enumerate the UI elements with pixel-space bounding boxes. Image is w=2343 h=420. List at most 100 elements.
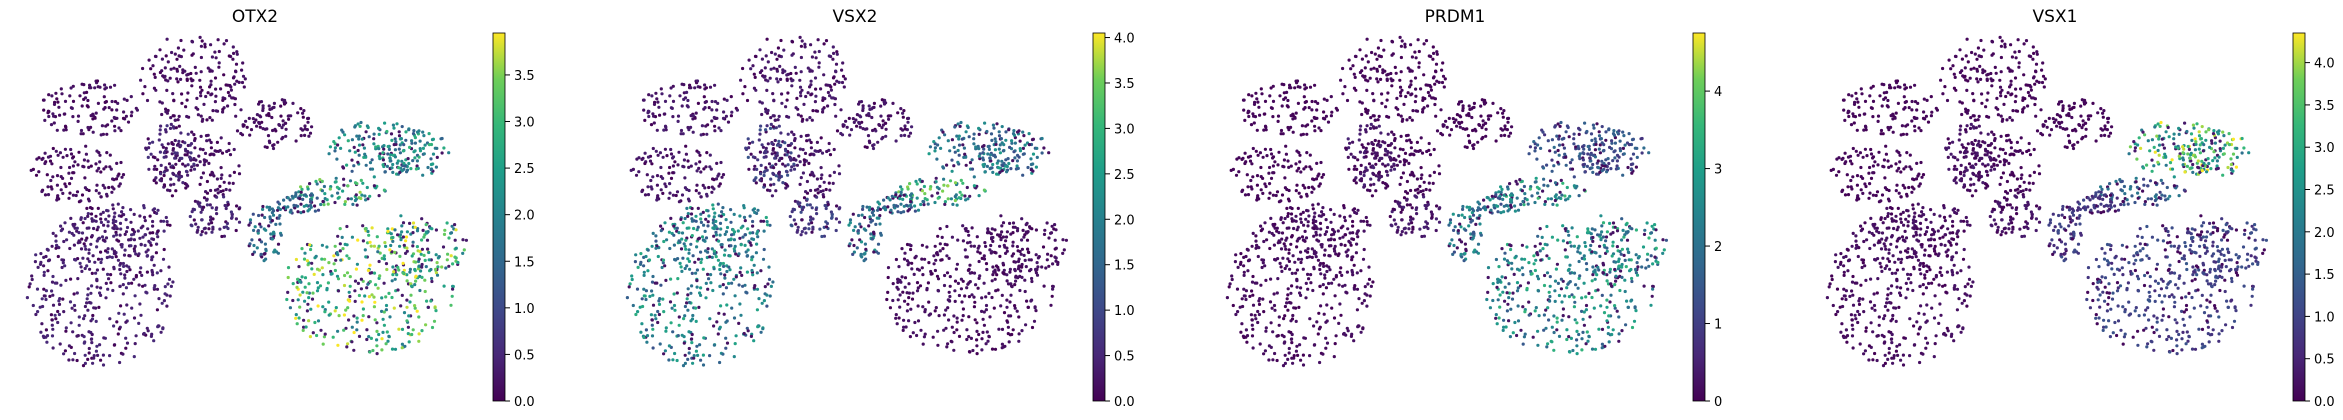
cell-point	[237, 80, 241, 84]
cell-point	[110, 119, 114, 123]
cell-point	[762, 183, 767, 187]
cell-point	[975, 338, 979, 342]
cell-point	[1311, 288, 1315, 293]
cell-point	[663, 182, 667, 186]
cell-point	[364, 155, 368, 159]
cell-point	[1022, 152, 1026, 156]
cell-point	[651, 303, 656, 307]
cell-point	[1291, 254, 1295, 258]
cell-point	[171, 92, 175, 96]
cell-point	[46, 193, 51, 197]
cell-point	[59, 224, 63, 228]
cell-point	[261, 108, 265, 113]
cell-point	[911, 291, 915, 295]
cell-point	[170, 152, 174, 156]
cell-point	[90, 317, 95, 321]
cell-point	[977, 126, 981, 130]
cell-point	[286, 205, 290, 209]
cell-point	[1279, 217, 1283, 221]
cell-point	[659, 87, 663, 91]
cell-point	[750, 268, 754, 273]
cell-point	[656, 153, 660, 157]
cell-point	[705, 151, 709, 155]
cell-point	[242, 85, 246, 89]
cell-point	[342, 313, 346, 317]
cell-point	[712, 234, 716, 238]
cell-point	[915, 267, 920, 271]
cell-point	[209, 43, 213, 47]
cell-point	[935, 251, 939, 255]
cell-point	[879, 114, 883, 118]
cell-point	[336, 234, 340, 238]
cell-point	[758, 132, 762, 136]
cell-point	[231, 45, 235, 49]
cell-point	[417, 257, 421, 261]
cell-point	[97, 191, 101, 195]
cell-point	[1294, 349, 1298, 353]
cell-point	[76, 163, 80, 167]
cell-point	[1325, 225, 1330, 230]
cell-point	[976, 250, 980, 254]
cell-point	[153, 164, 157, 168]
cell-point	[82, 97, 86, 101]
cell-point	[298, 305, 302, 309]
cell-point	[165, 304, 169, 308]
cell-point	[1603, 344, 1607, 348]
cell-point	[773, 118, 777, 122]
cell-point	[106, 247, 110, 251]
cell-point	[749, 243, 753, 247]
cell-point	[762, 219, 766, 223]
cell-point	[719, 304, 723, 308]
cell-point	[315, 333, 319, 338]
cell-point	[936, 289, 941, 293]
cell-point	[1349, 243, 1353, 247]
cell-point	[833, 82, 837, 86]
cell-point	[730, 110, 734, 114]
cell-point	[220, 151, 225, 155]
cell-point	[62, 352, 66, 356]
cell-point	[202, 205, 206, 209]
cell-point	[977, 244, 981, 248]
cell-point	[695, 245, 699, 249]
cell-point	[1325, 341, 1330, 345]
cell-point	[784, 169, 789, 173]
cell-point	[718, 221, 723, 225]
cell-point	[975, 321, 979, 325]
cell-point	[713, 83, 717, 87]
cell-point	[732, 212, 736, 216]
cell-point	[80, 104, 84, 108]
cell-point	[680, 82, 684, 86]
cell-point	[864, 247, 868, 251]
cell-point	[959, 178, 963, 182]
cell-point	[828, 188, 832, 192]
cell-point	[461, 251, 465, 255]
cell-point	[997, 268, 1001, 272]
cell-point	[968, 240, 972, 244]
cell-point	[717, 172, 721, 176]
cell-point	[355, 328, 359, 332]
cell-point	[149, 152, 153, 156]
cell-point	[342, 328, 346, 332]
cell-point	[1004, 138, 1008, 142]
cell-point	[762, 247, 766, 252]
cell-point	[668, 94, 672, 98]
cell-point	[86, 287, 90, 291]
cell-point	[400, 125, 404, 129]
cell-point	[258, 222, 262, 226]
cell-point	[982, 257, 987, 261]
cell-point	[807, 161, 811, 165]
cell-point	[401, 149, 405, 153]
cell-point	[396, 159, 400, 163]
cell-point	[881, 119, 885, 123]
cell-point	[792, 157, 796, 161]
cell-point	[795, 96, 799, 100]
cell-point	[281, 206, 286, 210]
cell-point	[683, 314, 687, 318]
cell-point	[646, 269, 650, 273]
cell-point	[406, 325, 410, 329]
cell-point	[310, 261, 314, 265]
cell-point	[113, 211, 117, 215]
cell-point	[964, 163, 968, 167]
cell-point	[1051, 262, 1055, 266]
cell-point	[119, 304, 123, 308]
